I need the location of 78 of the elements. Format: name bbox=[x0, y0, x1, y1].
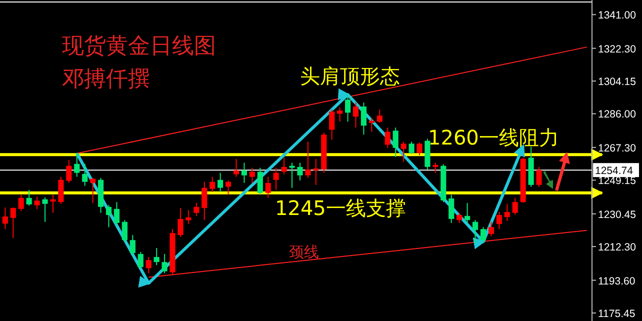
candlestick bbox=[18, 194, 24, 212]
candlestick bbox=[146, 256, 152, 274]
candlestick bbox=[360, 102, 367, 136]
candlestick bbox=[345, 94, 351, 122]
candlestick bbox=[432, 162, 438, 174]
candlestick bbox=[233, 158, 240, 178]
candlestick bbox=[194, 202, 200, 216]
y-tick-label: 1175.45 bbox=[598, 308, 636, 320]
candlestick bbox=[58, 176, 64, 204]
candlestick bbox=[82, 163, 88, 186]
candlestick bbox=[34, 196, 40, 210]
y-tick-label: 1212.30 bbox=[598, 242, 636, 254]
candlestick bbox=[114, 202, 120, 226]
candlestick bbox=[289, 162, 295, 188]
candlestick bbox=[186, 209, 192, 225]
candlestick bbox=[376, 109, 382, 124]
candlestick bbox=[273, 167, 279, 190]
y-tick-label: 1322.30 bbox=[598, 43, 636, 56]
y-tick-label: 1249.15 bbox=[598, 175, 636, 188]
y-tick-label: 1193.60 bbox=[598, 275, 636, 288]
y-tick-label: 1304.15 bbox=[598, 76, 636, 88]
y-tick-label: 1286.00 bbox=[598, 108, 636, 121]
text: 现货黄金日线图 bbox=[62, 34, 216, 59]
candlestick bbox=[448, 194, 454, 224]
candlestick bbox=[456, 212, 462, 224]
ref-line-label: 1260一线阻力 bbox=[428, 126, 559, 150]
candlestick bbox=[504, 203, 510, 222]
candlestick bbox=[488, 221, 494, 237]
candlestick bbox=[265, 176, 271, 198]
candlestick bbox=[496, 211, 502, 230]
candlestick bbox=[305, 141, 311, 178]
candlestick bbox=[536, 166, 542, 188]
candlestick bbox=[329, 109, 335, 140]
candlestick bbox=[464, 202, 470, 224]
ref-line-label: 1245一线支撑 bbox=[275, 196, 406, 220]
candlestick bbox=[392, 127, 398, 158]
candlestick bbox=[281, 157, 287, 175]
candlestick bbox=[130, 234, 136, 256]
candlestick bbox=[10, 206, 16, 239]
candlestick bbox=[249, 167, 255, 184]
candlestick bbox=[472, 220, 478, 244]
candlestick bbox=[416, 142, 422, 156]
candlestick bbox=[512, 197, 518, 216]
candlestick bbox=[106, 204, 112, 228]
candlestick bbox=[368, 117, 374, 132]
candlestick bbox=[313, 158, 319, 186]
candlestick bbox=[66, 159, 72, 184]
candlestick bbox=[2, 206, 8, 230]
annotation: 颈线 bbox=[289, 243, 319, 261]
candlestick bbox=[241, 162, 247, 184]
ref-line-label: 1254.74 bbox=[595, 165, 634, 178]
candlestick bbox=[42, 196, 48, 222]
y-tick-label: 1230.45 bbox=[598, 208, 636, 221]
candlestick bbox=[74, 152, 80, 178]
y-tick-label: 1341.00 bbox=[598, 10, 636, 22]
candlestick bbox=[337, 107, 343, 122]
candlestick bbox=[384, 127, 390, 148]
candlestick bbox=[178, 208, 184, 238]
candlestick bbox=[162, 253, 168, 274]
annotation: 头肩顶形态 bbox=[300, 64, 400, 88]
y-tick-label: 1267.30 bbox=[598, 142, 636, 154]
candlestick bbox=[122, 220, 128, 242]
candlestick bbox=[257, 167, 263, 196]
candlestick bbox=[297, 162, 303, 181]
candlestick bbox=[138, 251, 144, 269]
candlestick bbox=[90, 177, 96, 204]
candlestick bbox=[400, 141, 406, 162]
candlestick bbox=[352, 102, 359, 128]
candlestick bbox=[210, 176, 216, 192]
candlestick bbox=[225, 180, 232, 196]
candlestick bbox=[218, 172, 224, 192]
candlestick bbox=[154, 248, 160, 266]
text: 邓搏仟撰 bbox=[62, 67, 150, 92]
candlestick bbox=[480, 226, 486, 244]
candlestick bbox=[50, 194, 56, 214]
candlestick bbox=[202, 181, 208, 221]
candlestick bbox=[408, 141, 414, 154]
candlestick bbox=[26, 189, 32, 206]
